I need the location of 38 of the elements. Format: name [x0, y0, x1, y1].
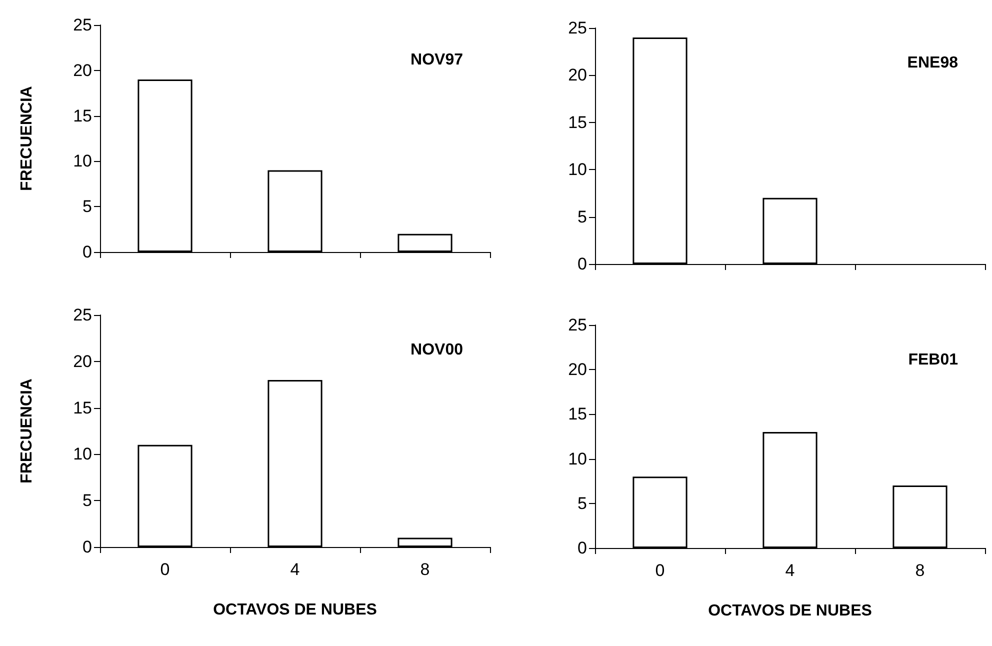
- y-tick-label: 10: [73, 444, 92, 464]
- y-tick-label: 10: [73, 152, 92, 171]
- text: ENE98: [907, 54, 958, 72]
- y-tick-label: 5: [82, 197, 92, 216]
- y-tick-label: 20: [568, 360, 587, 380]
- x-tick-label: 0: [160, 560, 170, 579]
- x-tick-label: 4: [290, 560, 300, 579]
- y-tick-label: 5: [578, 494, 587, 513]
- y-axis-title: FRECUENCIA: [18, 378, 36, 484]
- text: NOV97: [410, 52, 464, 68]
- x-tick-label: 8: [915, 561, 925, 580]
- y-tick-label: 5: [578, 207, 587, 226]
- y-tick-label: 0: [578, 538, 587, 558]
- y-tick-label: 25: [568, 18, 587, 38]
- y-tick-label: 20: [73, 352, 92, 371]
- y-tick-label: 0: [82, 242, 92, 262]
- y-tick-label: 10: [568, 160, 587, 180]
- x-tick-label: 8: [420, 560, 430, 579]
- y-tick-label: 15: [73, 106, 92, 126]
- y-tick-label: 5: [82, 491, 92, 510]
- y-tick-label: 25: [73, 306, 92, 324]
- y-tick-label: 15: [568, 112, 587, 132]
- y-tick-label: 0: [82, 538, 92, 556]
- y-tick-label: 20: [73, 60, 92, 80]
- y-tick-label: 0: [578, 254, 587, 274]
- text: NOV00: [410, 342, 464, 358]
- x-axis-title: OCTAVOS DE NUBES: [213, 602, 378, 618]
- x-tick-label: 0: [655, 561, 665, 580]
- y-tick-label: 25: [73, 16, 92, 34]
- text: FEB01: [908, 352, 958, 368]
- x-tick-label: 4: [785, 561, 795, 580]
- y-tick-label: 10: [568, 449, 587, 468]
- y-tick-label: 25: [568, 316, 587, 334]
- y-tick-label: 20: [568, 66, 587, 85]
- y-tick-label: 15: [73, 398, 92, 418]
- y-axis-title: FRECUENCIA: [18, 86, 36, 191]
- x-axis-title: OCTAVOS DE NUBES: [708, 602, 872, 620]
- y-tick-label: 15: [568, 404, 587, 424]
